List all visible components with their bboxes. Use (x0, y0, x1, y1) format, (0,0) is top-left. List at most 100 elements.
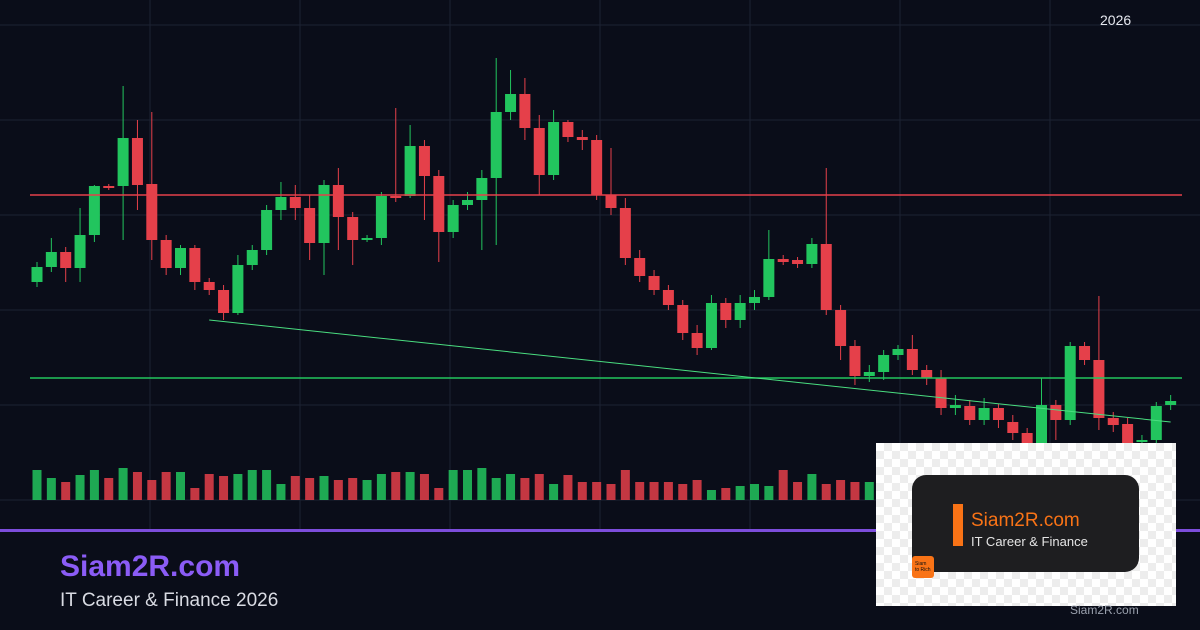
volume-bar (348, 478, 358, 500)
volume-bar (419, 474, 429, 500)
volume-bar (405, 472, 415, 500)
candle-body (490, 112, 502, 178)
candle-body (992, 408, 1004, 420)
volume-bar (678, 484, 688, 500)
watermark: Siam2R.com (1070, 603, 1139, 617)
candle-body (1079, 346, 1091, 360)
candle-body (390, 196, 402, 198)
candle-body (1064, 346, 1076, 420)
candle-body (691, 333, 703, 348)
volume-bar (764, 486, 774, 500)
volume-bar (89, 470, 99, 500)
volume-bar (592, 482, 602, 500)
year-label: 2026 (1100, 12, 1132, 28)
candle-body (935, 378, 947, 408)
volume-bar (118, 468, 128, 500)
candle-body (332, 185, 344, 217)
logo-title: Siam2R.com (971, 510, 1080, 531)
candle-body (361, 238, 373, 240)
volume-bar (606, 484, 616, 500)
volume-bar (448, 470, 458, 500)
volume-bar (864, 482, 874, 500)
candle-body (720, 303, 732, 320)
candle-body (45, 252, 57, 267)
volume-bar (850, 482, 860, 500)
candle-body (734, 303, 746, 320)
candle-body (131, 138, 143, 185)
candle-body (447, 205, 459, 232)
candle-body (1007, 422, 1019, 433)
candle-body (1165, 401, 1177, 405)
volume-bar (735, 486, 745, 500)
trend-line (209, 319, 1171, 423)
volume-bar (391, 472, 401, 500)
candle-body (189, 248, 201, 282)
volume-bar (577, 482, 587, 500)
candle-body (375, 196, 387, 238)
logo-card: Siam2R.com IT Career & Finance (912, 475, 1139, 572)
volume-bar (635, 482, 645, 500)
volume-bar (778, 470, 788, 500)
logo-bar (953, 504, 963, 546)
candle-body (1036, 405, 1047, 445)
candle-body (576, 137, 588, 140)
volume-bar (161, 472, 171, 500)
candle-body (60, 252, 72, 268)
candle-body (634, 258, 646, 276)
volume-bar (793, 482, 803, 500)
logo-overlay: Siam2R.com IT Career & Finance Siam to Ri… (876, 443, 1176, 606)
plot-area (30, 58, 1182, 500)
brand: Siam2R.com (60, 550, 241, 583)
candle-body (462, 200, 473, 205)
volume-bar (319, 476, 329, 500)
candle-body (347, 217, 359, 240)
volume-bar (333, 480, 343, 500)
volume-bar (32, 470, 42, 500)
candle-body (175, 248, 186, 268)
candle-body (218, 290, 230, 313)
candle-body (146, 184, 158, 240)
volume-bar (836, 480, 846, 500)
candle-body (605, 195, 617, 208)
candle-body (203, 282, 215, 290)
candle-body (806, 244, 818, 264)
candle-body (562, 122, 574, 137)
logo-text: Siam (915, 561, 927, 567)
logo-icon: Siam to Rich (912, 556, 934, 578)
candle-body (792, 260, 804, 264)
volume-bar (262, 470, 272, 500)
candle-body (662, 290, 674, 305)
volume-bar (549, 484, 559, 500)
candle-body (921, 370, 933, 378)
candle-body (1050, 405, 1062, 420)
volume-bar (506, 474, 516, 500)
volume-bar (376, 474, 386, 500)
candle-body (289, 197, 301, 208)
volume-bar (233, 474, 243, 500)
volume-bar (807, 474, 817, 500)
candle-body (246, 250, 258, 265)
candle-body (849, 346, 861, 376)
candle-body (533, 128, 545, 175)
divider (0, 529, 1200, 532)
logo-text: to Rich (915, 567, 931, 573)
volume-bar (190, 488, 200, 500)
candle-body (261, 210, 273, 250)
volume-bar (491, 478, 501, 500)
volume-bar (104, 478, 114, 500)
volume-bar (520, 478, 530, 500)
candle-body (275, 197, 287, 210)
candle-body (1021, 433, 1033, 445)
volume-bar (692, 480, 702, 500)
volume-bar (663, 482, 673, 500)
candle-body (677, 305, 689, 333)
volume-bar (204, 474, 214, 500)
candle-body (117, 138, 129, 186)
volume-bar (706, 490, 716, 500)
candle-body (88, 186, 100, 235)
volume-bar (276, 484, 286, 500)
candle-body (433, 176, 445, 232)
volume-bar (247, 470, 257, 500)
candle-body (949, 405, 961, 408)
candle-body (1107, 418, 1119, 425)
